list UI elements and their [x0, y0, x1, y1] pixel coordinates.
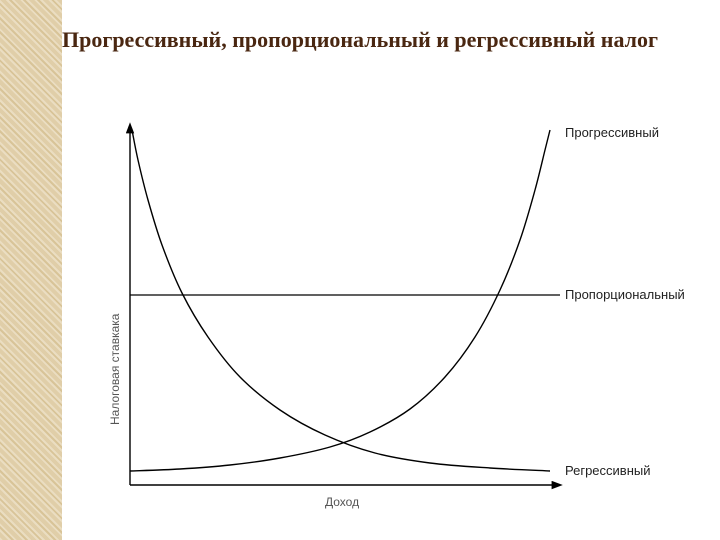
- decorative-sidebar: [0, 0, 62, 540]
- chart-svg: [90, 105, 710, 525]
- label-progressive: Прогрессивный: [565, 125, 659, 140]
- page-title: Прогрессивный, пропорциональный и регрес…: [0, 26, 720, 54]
- y-axis-label: Налоговая ставкака: [108, 314, 122, 425]
- label-proportional: Пропорциональный: [565, 287, 685, 302]
- x-axis-label: Доход: [325, 495, 359, 509]
- label-regressive: Регрессивный: [565, 463, 650, 478]
- chart-area: Налоговая ставкака Доход Прогрессивный П…: [90, 105, 710, 525]
